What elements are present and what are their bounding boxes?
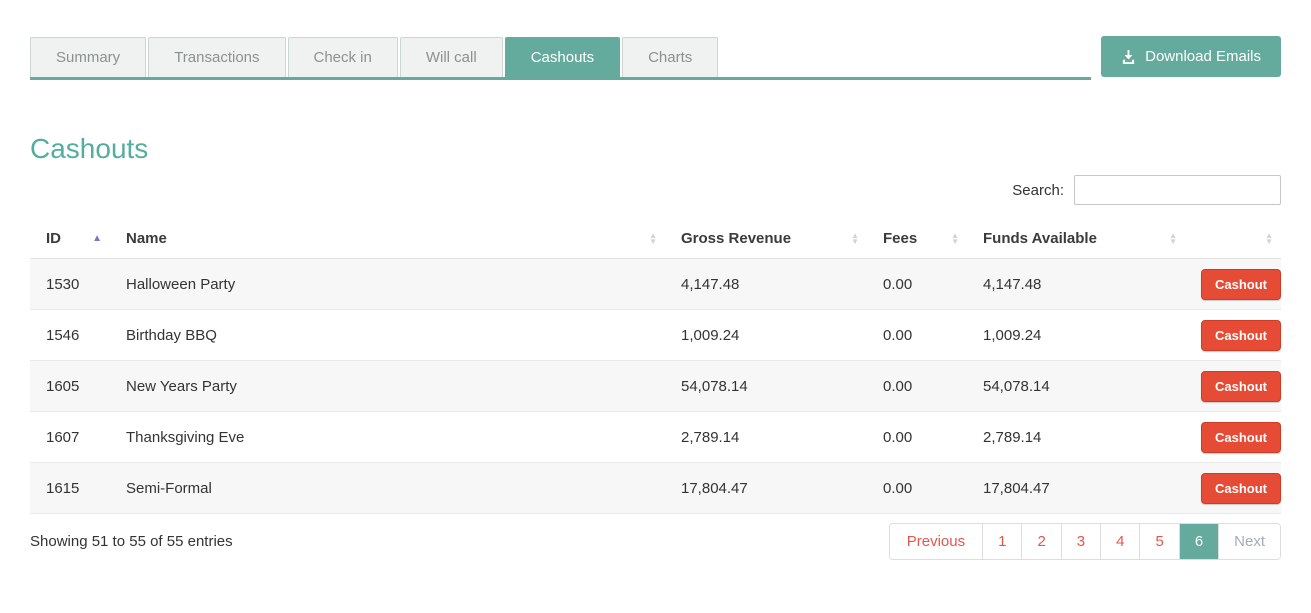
cell-id: 1615	[30, 462, 110, 514]
cell-name: Halloween Party	[110, 258, 665, 310]
cell-funds-available: 1,009.24	[967, 309, 1185, 361]
cell-fees: 0.00	[867, 309, 967, 361]
sort-ascending-icon: ▲	[92, 232, 102, 244]
cell-funds-available: 2,789.14	[967, 411, 1185, 463]
table-body: 1530 Halloween Party 4,147.48 0.00 4,147…	[30, 258, 1281, 514]
cell-fees: 0.00	[867, 258, 967, 310]
cell-name: New Years Party	[110, 360, 665, 412]
cell-funds-available: 4,147.48	[967, 258, 1185, 310]
cashout-button[interactable]: Cashout	[1201, 370, 1281, 402]
table-row: 1605 New Years Party 54,078.14 0.00 54,0…	[30, 360, 1281, 412]
cell-gross-revenue: 54,078.14	[665, 360, 867, 412]
pagination: Previous 1 2 3 4 5 6 Next	[888, 523, 1281, 560]
pagination-next[interactable]: Next	[1218, 524, 1280, 559]
cashout-button[interactable]: Cashout	[1201, 268, 1281, 300]
cell-id: 1605	[30, 360, 110, 412]
sort-icon: ▲ ▼	[1265, 230, 1273, 246]
pagination-previous[interactable]: Previous	[889, 524, 983, 559]
cell-name: Semi-Formal	[110, 462, 665, 514]
showing-entries-text: Showing 51 to 55 of 55 entries	[30, 533, 233, 550]
cell-gross-revenue: 1,009.24	[665, 309, 867, 361]
cell-funds-available: 54,078.14	[967, 360, 1185, 412]
page: Summary Transactions Check in Will call …	[0, 36, 1311, 560]
download-emails-button[interactable]: Download Emails	[1101, 36, 1281, 77]
column-header-id-label: ID	[46, 230, 61, 247]
search-row: Search:	[30, 175, 1281, 205]
cashouts-table: ID ▲ Name ▲ ▼ Gross Revenue ▲ ▼ Fees ▲ ▼ Fu…	[30, 219, 1281, 514]
pagination-page-5[interactable]: 5	[1139, 524, 1179, 559]
sort-icon: ▲ ▼	[851, 230, 859, 246]
cell-id: 1530	[30, 258, 110, 310]
table-header-row: ID ▲ Name ▲ ▼ Gross Revenue ▲ ▼ Fees ▲ ▼ Fu…	[30, 219, 1281, 259]
pagination-page-4[interactable]: 4	[1100, 524, 1140, 559]
tab-will-call[interactable]: Will call	[399, 37, 503, 77]
cell-gross-revenue: 17,804.47	[665, 462, 867, 514]
cell-action: Cashout	[1185, 411, 1281, 463]
cell-action: Cashout	[1185, 462, 1281, 514]
cell-gross-revenue: 4,147.48	[665, 258, 867, 310]
sort-icon: ▲ ▼	[951, 230, 959, 246]
cell-fees: 0.00	[867, 462, 967, 514]
cell-action: Cashout	[1185, 360, 1281, 412]
cell-action: Cashout	[1185, 309, 1281, 361]
tab-bar: Summary Transactions Check in Will call …	[30, 36, 1281, 80]
download-icon	[1121, 49, 1136, 64]
table-row: 1530 Halloween Party 4,147.48 0.00 4,147…	[30, 258, 1281, 310]
tab-cashouts[interactable]: Cashouts	[504, 37, 621, 77]
column-header-funds-available-label: Funds Available	[983, 230, 1097, 247]
cell-action: Cashout	[1185, 258, 1281, 310]
cell-id: 1607	[30, 411, 110, 463]
cashout-button[interactable]: Cashout	[1201, 421, 1281, 453]
cell-id: 1546	[30, 309, 110, 361]
column-header-gross-revenue[interactable]: Gross Revenue ▲ ▼	[665, 219, 867, 259]
cell-funds-available: 17,804.47	[967, 462, 1185, 514]
tab-transactions[interactable]: Transactions	[148, 37, 286, 77]
column-header-actions[interactable]: ▲ ▼	[1185, 219, 1281, 259]
sort-icon: ▲ ▼	[1169, 230, 1177, 246]
cell-name: Thanksgiving Eve	[110, 411, 665, 463]
column-header-id[interactable]: ID ▲	[30, 219, 110, 259]
tab-charts[interactable]: Charts	[622, 37, 719, 77]
page-title: Cashouts	[30, 133, 149, 164]
table-row: 1546 Birthday BBQ 1,009.24 0.00 1,009.24…	[30, 309, 1281, 361]
column-header-name-label: Name	[126, 230, 167, 247]
sort-icon: ▲ ▼	[649, 230, 657, 246]
cell-fees: 0.00	[867, 360, 967, 412]
cell-gross-revenue: 2,789.14	[665, 411, 867, 463]
cell-name: Birthday BBQ	[110, 309, 665, 361]
tab-summary[interactable]: Summary	[30, 37, 147, 77]
pagination-page-1[interactable]: 1	[982, 524, 1022, 559]
table-footer: Showing 51 to 55 of 55 entries Previous 1…	[30, 523, 1281, 560]
table-row: 1607 Thanksgiving Eve 2,789.14 0.00 2,78…	[30, 411, 1281, 463]
search-label: Search:	[1012, 181, 1064, 199]
pagination-page-6[interactable]: 6	[1178, 524, 1219, 559]
column-header-fees-label: Fees	[883, 230, 918, 247]
pagination-page-2[interactable]: 2	[1021, 524, 1061, 559]
pagination-page-3[interactable]: 3	[1060, 524, 1101, 559]
column-header-fees[interactable]: Fees ▲ ▼	[867, 219, 967, 259]
download-emails-label: Download Emails	[1145, 48, 1261, 65]
column-header-name[interactable]: Name ▲ ▼	[110, 219, 665, 259]
table-row: 1615 Semi-Formal 17,804.47 0.00 17,804.4…	[30, 462, 1281, 514]
tab-check-in[interactable]: Check in	[287, 37, 398, 77]
cashout-button[interactable]: Cashout	[1201, 319, 1281, 351]
tabs: Summary Transactions Check in Will call …	[30, 37, 1092, 80]
cell-fees: 0.00	[867, 411, 967, 463]
search-input[interactable]	[1074, 175, 1281, 205]
column-header-funds-available[interactable]: Funds Available ▲ ▼	[967, 219, 1185, 259]
column-header-gross-revenue-label: Gross Revenue	[681, 230, 792, 247]
cashout-button[interactable]: Cashout	[1201, 472, 1281, 504]
